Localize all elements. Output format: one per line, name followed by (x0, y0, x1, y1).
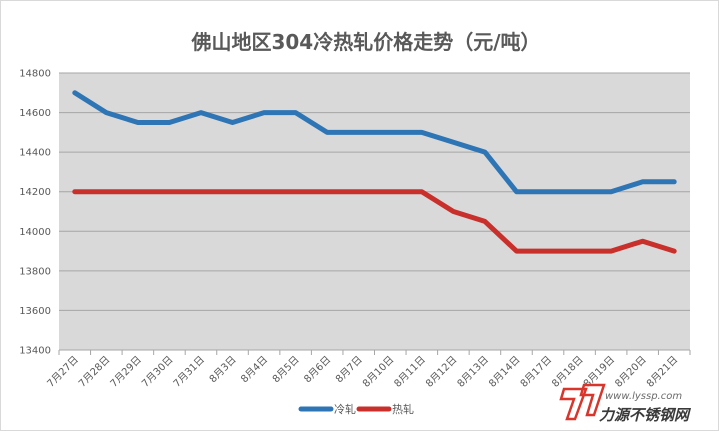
y-tick-label: 13400 (19, 346, 51, 357)
x-tick-label: 7月30日 (139, 354, 175, 390)
legend-label-cold-rolled[interactable]: 冷轧 (334, 402, 356, 416)
x-tick-label: 8月18日 (550, 354, 586, 390)
watermark: www.lyssp.com 力源不锈钢网 (559, 383, 692, 424)
y-tick-label: 13600 (19, 306, 51, 317)
y-tick-label: 13800 (19, 266, 51, 277)
x-tick-label: 8月6日 (302, 354, 334, 386)
x-tick-label: 8月14日 (486, 354, 522, 390)
x-tick-label: 7月27日 (45, 354, 81, 390)
watermark-brand: 力源不锈钢网 (599, 406, 692, 424)
legend-label-hot-rolled[interactable]: 热轧 (392, 402, 414, 416)
legend: 冷轧 热轧 (298, 402, 414, 416)
x-tick-label: 8月4日 (239, 354, 271, 386)
chart-title: 佛山地区304冷热轧价格走势（元/吨） (190, 30, 540, 54)
plot-area (59, 73, 690, 350)
x-tick-label: 8月17日 (518, 354, 554, 390)
x-tick-label: 8月5日 (270, 354, 302, 386)
y-tick-label: 14000 (19, 227, 51, 238)
series-line-cold-rolled[interactable] (72, 90, 677, 195)
series-lines (72, 90, 677, 254)
x-tick-label: 8月21日 (644, 354, 680, 390)
x-tick-label: 7月31日 (171, 354, 207, 390)
watermark-url: www.lyssp.com (605, 391, 682, 402)
x-tick-label: 8月20日 (613, 354, 649, 390)
x-tick-label: 7月28日 (76, 354, 112, 390)
x-tick-label: 8月13日 (455, 354, 491, 390)
x-tick-label: 8月7日 (333, 354, 365, 386)
x-tick-label: 7月29日 (108, 354, 144, 390)
series-line-hot-rolled[interactable] (72, 189, 677, 254)
watermark-logo-icon (559, 383, 606, 421)
y-tick-label: 14200 (19, 187, 51, 198)
x-tick-label: 8月3日 (207, 354, 239, 386)
x-tick-label: 8月10日 (360, 354, 396, 390)
x-tick-label: 8月12日 (423, 354, 459, 390)
y-tick-label: 14600 (19, 108, 51, 119)
x-axis (58, 349, 691, 355)
y-tick-label: 14800 (19, 69, 51, 80)
x-tick-label: 8月11日 (392, 354, 428, 390)
y-tick-label: 14400 (19, 148, 51, 159)
y-axis-ticks: 13400 13600 13800 14000 14200 14400 14600 14800 (19, 69, 51, 357)
